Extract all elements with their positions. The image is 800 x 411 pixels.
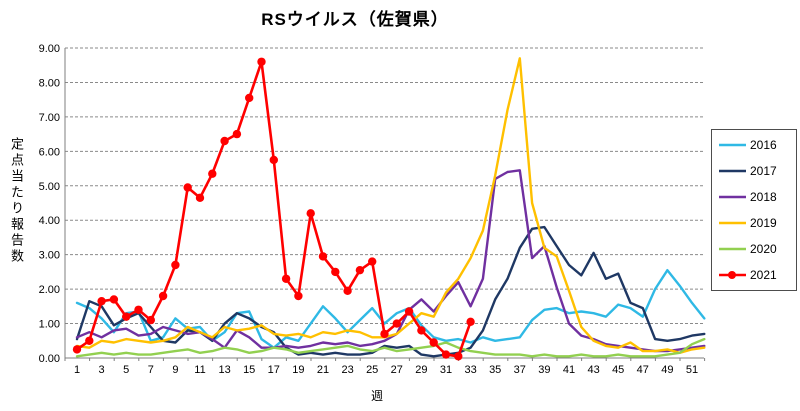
data-point-marker-2021 (158, 291, 168, 301)
data-point-marker-2021 (392, 319, 401, 328)
data-point-marker-2021 (306, 209, 315, 218)
x-tick-label: 49 (661, 364, 673, 376)
y-tick-label: 6.00 (39, 146, 60, 158)
data-point-marker-2021 (466, 317, 475, 327)
data-point-marker-2021 (318, 252, 328, 261)
data-point-marker-2021 (417, 326, 426, 335)
y-tick-label: 2.00 (39, 284, 60, 296)
legend-item-2020: 2020 (718, 241, 792, 257)
legend-swatch-2018 (719, 195, 746, 199)
data-point-marker-2021 (269, 155, 278, 165)
y-tick-label: 0.00 (39, 353, 60, 365)
x-tick-label: 21 (317, 364, 329, 376)
legend-item-2018: 2018 (718, 189, 792, 205)
legend-label-2018: 2018 (750, 190, 777, 204)
x-tick-label: 31 (440, 364, 452, 376)
x-tick-label: 13 (218, 364, 230, 376)
legend-swatch-2017 (719, 169, 746, 173)
data-point-marker-2021 (294, 291, 303, 301)
data-point-marker-2021 (281, 274, 291, 283)
series-line-2020 (75, 337, 706, 358)
y-tick-label: 3.00 (39, 250, 60, 262)
x-tick-label: 19 (292, 364, 304, 376)
legend-item-2016: 2016 (718, 137, 792, 153)
x-tick-label: 11 (194, 364, 205, 376)
data-point-marker-2021 (368, 257, 377, 266)
data-point-marker-2021 (343, 286, 352, 296)
data-point-marker-2021 (85, 336, 94, 345)
y-tick-label: 5.00 (39, 181, 60, 193)
legend-label-2020: 2020 (750, 242, 777, 256)
data-point-marker-2021 (257, 57, 266, 66)
data-point-marker-2021 (72, 345, 82, 354)
legend-label-2016: 2016 (750, 138, 777, 152)
x-tick-label: 35 (489, 364, 501, 376)
legend-swatch-2016 (719, 143, 746, 147)
x-tick-label: 15 (243, 364, 255, 376)
data-point-marker-2021 (208, 169, 217, 178)
x-tick-label: 25 (366, 364, 378, 376)
y-tick-label: 9.00 (39, 43, 60, 55)
x-tick-label: 43 (587, 364, 599, 376)
data-point-marker-2021 (146, 315, 155, 325)
legend-item-2019: 2019 (718, 215, 792, 231)
data-point-marker-2021 (404, 307, 414, 316)
legend-swatch-2019 (719, 221, 746, 225)
data-point-marker-2021 (441, 350, 451, 359)
x-tick-label: 3 (99, 364, 105, 376)
data-point-marker-2021 (97, 296, 106, 306)
x-tick-label: 37 (514, 364, 526, 376)
x-tick-label: 51 (686, 364, 698, 376)
y-axis-title: 定点当たり報告数 (9, 137, 24, 265)
legend-label-2017: 2017 (750, 164, 777, 178)
legend-swatch-2021 (719, 271, 746, 279)
x-tick-label: 17 (268, 364, 280, 376)
data-point-marker-2021 (380, 329, 389, 339)
x-tick-label: 1 (74, 364, 80, 376)
data-point-marker-2021 (134, 305, 143, 314)
legend: 2016 2017 2018 2019 2020 2021 (711, 129, 797, 291)
x-tick-label: 47 (637, 364, 649, 376)
data-point-marker-2021 (232, 129, 242, 139)
x-tick-label: 7 (148, 364, 154, 376)
y-tick-label: 1.00 (39, 319, 60, 331)
y-tick-label: 4.00 (39, 215, 60, 227)
x-tick-label: 23 (341, 364, 353, 376)
legend-marker-2021 (728, 271, 736, 279)
x-tick-label: 39 (538, 364, 550, 376)
x-tick-label: 9 (172, 364, 178, 376)
x-tick-label: 5 (123, 364, 129, 376)
legend-item-2021: 2021 (718, 267, 792, 283)
data-point-marker-2021 (429, 338, 438, 347)
data-point-marker-2021 (245, 93, 254, 103)
data-point-marker-2021 (171, 260, 180, 270)
series-line-2017 (75, 225, 706, 358)
series-line-2016 (75, 269, 706, 349)
chart-title: RSウイルス（佐賀県） (261, 10, 449, 29)
data-point-marker-2021 (454, 352, 463, 361)
data-point-marker-2021 (220, 136, 229, 146)
data-point-marker-2021 (355, 265, 365, 275)
y-tick-label: 8.00 (39, 77, 60, 89)
legend-item-2017: 2017 (718, 163, 792, 179)
data-point-marker-2021 (122, 312, 131, 321)
x-tick-label: 33 (464, 364, 476, 376)
x-tick-label: 29 (415, 364, 427, 376)
data-point-marker-2021 (331, 267, 340, 277)
legend-label-2021: 2021 (750, 268, 777, 282)
x-tick-label: 41 (563, 364, 575, 376)
x-axis-title: 週 (370, 389, 383, 403)
y-tick-label: 7.00 (39, 112, 60, 124)
legend-swatch-2020 (719, 247, 746, 251)
legend-label-2019: 2019 (750, 216, 777, 230)
data-point-marker-2021 (195, 193, 205, 203)
x-tick-label: 45 (612, 364, 624, 376)
series-line-2019 (75, 57, 706, 354)
data-point-marker-2021 (109, 295, 119, 304)
x-tick-label: 27 (391, 364, 403, 376)
data-point-marker-2021 (183, 183, 192, 192)
